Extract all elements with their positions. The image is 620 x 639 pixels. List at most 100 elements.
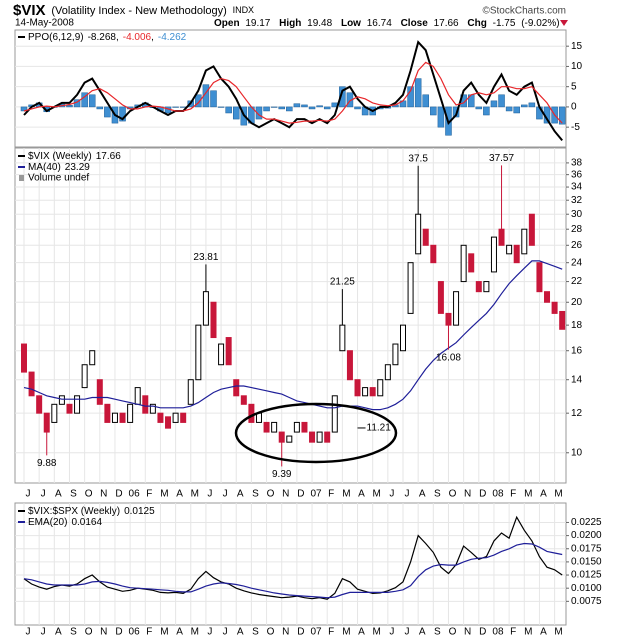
y-tick-label: 26 [571, 240, 583, 251]
x-tick-label: 08 [492, 627, 504, 638]
series-line [23, 542, 563, 599]
x-tick-label: O [85, 627, 93, 638]
candle [415, 213, 422, 255]
y-tick-label: 0.0075 [571, 596, 602, 607]
y-tick-label: 0.0175 [571, 543, 602, 554]
x-tick-label: A [176, 489, 183, 500]
candle [43, 412, 50, 433]
x-tick-label: A [176, 627, 183, 638]
y-tick-label: 15 [571, 41, 583, 52]
x-tick-label: F [146, 627, 152, 638]
x-tick-label: M [342, 489, 350, 500]
index-name: (Volatility Index - New Methodology) [51, 5, 226, 17]
candle [346, 350, 353, 381]
candle [422, 228, 429, 246]
x-tick-label: 06 [129, 627, 141, 638]
legend-separator: , [116, 32, 119, 43]
histogram-bar [81, 92, 88, 108]
x-tick-label: A [55, 489, 62, 500]
histogram-bar [483, 106, 490, 116]
x-tick-label: J [207, 627, 212, 638]
histogram-bar [505, 106, 513, 112]
x-tick-label: M [373, 627, 381, 638]
candle [36, 395, 43, 414]
candle [195, 324, 202, 381]
candle [301, 421, 308, 433]
legend-name: EMA(20) [28, 517, 67, 528]
histogram-bar [270, 106, 278, 108]
annotation-label: 21.25 [330, 277, 355, 288]
legend-value: 23.29 [65, 162, 90, 173]
histogram-bar [339, 86, 346, 108]
candle [468, 253, 475, 273]
candle [89, 350, 96, 366]
candle [354, 379, 361, 397]
candle [165, 416, 172, 429]
x-tick-label: A [540, 627, 547, 638]
annotation-label: 9.88 [37, 458, 57, 469]
quote-label: Low [341, 18, 361, 29]
candle [66, 403, 73, 414]
candle [475, 281, 482, 293]
candle [96, 379, 103, 405]
x-tick-label: M [373, 489, 381, 500]
histogram-bar [104, 106, 111, 118]
histogram-bar [437, 106, 445, 128]
candle [430, 244, 437, 264]
candle [339, 324, 346, 352]
candle [293, 421, 300, 433]
candle [187, 379, 194, 405]
x-tick-label: S [252, 489, 259, 500]
legend-separator: , [151, 32, 154, 43]
y-tick-label: -5 [571, 122, 580, 133]
x-tick-label: F [510, 489, 516, 500]
y-tick-label: 0.0200 [571, 530, 602, 541]
legend-value: 17.66 [96, 151, 121, 162]
quote-label: Close [401, 18, 429, 29]
x-tick-label: O [267, 627, 275, 638]
x-tick-label: J [223, 489, 228, 500]
x-tick-label: A [237, 627, 244, 638]
candle [490, 236, 497, 273]
candle [172, 412, 179, 423]
histogram-bar [490, 100, 498, 108]
histogram-bar [96, 106, 104, 110]
x-tick-label: F [328, 489, 334, 500]
histogram-bar [558, 106, 566, 125]
histogram-bar [286, 106, 293, 112]
quote-value: 17.66 [434, 18, 459, 29]
y-tick-label: 30 [571, 209, 583, 220]
histogram-bar [414, 78, 422, 108]
x-tick-label: J [389, 627, 394, 638]
candle [369, 387, 376, 397]
x-tick-label: A [419, 489, 426, 500]
y-tick-label: 28 [571, 224, 583, 235]
candle [324, 431, 331, 443]
symbol: $VIX [13, 2, 46, 19]
x-tick-label: 08 [492, 489, 504, 500]
quote-value: 16.74 [367, 18, 392, 29]
panel-frame [14, 502, 567, 626]
annotation-label: 11.21 [367, 423, 392, 434]
x-tick-label: M [524, 627, 532, 638]
histogram-bar [513, 106, 520, 114]
x-tick-label: O [267, 489, 275, 500]
histogram-bar [255, 106, 263, 120]
x-tick-label: A [419, 627, 426, 638]
candle [437, 281, 444, 314]
quote-label: Open [214, 18, 240, 29]
candle [460, 244, 467, 283]
y-tick-label: 32 [571, 195, 583, 206]
legend-name: $VIX:$SPX (Weekly) [28, 506, 120, 517]
change-pct: (-9.02%) [521, 18, 559, 29]
histogram-bar [232, 106, 240, 120]
series-line [23, 260, 563, 411]
candle [536, 262, 543, 293]
legend: MA(40) 23.29 [28, 162, 90, 173]
legend-value: -4.262 [158, 32, 187, 43]
x-tick-label: S [434, 627, 441, 638]
y-tick-label: 18 [571, 320, 583, 331]
candle [28, 371, 35, 397]
quote-label: Chg [467, 18, 486, 29]
histogram-bar [263, 106, 270, 112]
